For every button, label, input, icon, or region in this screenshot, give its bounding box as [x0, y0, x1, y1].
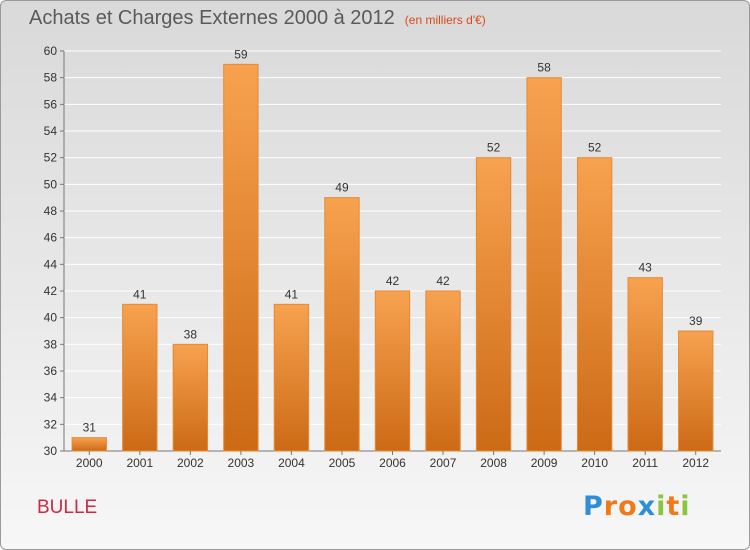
x-tick-label: 2007: [430, 456, 457, 470]
y-tick-label: 40: [44, 311, 58, 325]
bar: [526, 77, 562, 452]
x-tick-label: 2011: [632, 456, 658, 470]
proxiti-logo: Proxiti: [583, 491, 691, 522]
logo-letter: P: [583, 491, 604, 522]
bar: [475, 157, 512, 452]
place-name: BULLE: [37, 497, 98, 518]
x-tick-label: 2001: [126, 456, 153, 470]
bar: [122, 303, 158, 452]
y-tick-label: 34: [44, 391, 58, 405]
bar: [374, 290, 411, 452]
bar: [425, 290, 461, 452]
x-tick-label: 2005: [329, 456, 356, 470]
data-label: 52: [487, 141, 501, 155]
bar: [678, 330, 714, 452]
bar: [273, 303, 310, 452]
x-tick-label: 2003: [228, 456, 255, 470]
x-tick-label: 2009: [531, 456, 558, 470]
data-label: 58: [537, 61, 551, 75]
y-tick-label: 48: [44, 204, 58, 218]
y-tick-label: 60: [44, 44, 58, 58]
data-label: 41: [285, 287, 299, 301]
data-label: 59: [234, 47, 248, 61]
logo-letter: o: [618, 491, 638, 522]
y-tick-label: 32: [44, 417, 58, 431]
data-label: 38: [184, 327, 198, 341]
y-tick-label: 50: [44, 177, 58, 191]
chart-title-text: Achats et Charges Externes 2000 à 2012: [29, 7, 395, 29]
data-label: 39: [689, 314, 703, 328]
data-label: 42: [436, 274, 450, 288]
logo-letter: x: [637, 491, 657, 522]
y-tick-label: 30: [44, 444, 58, 458]
y-tick-label: 58: [44, 71, 58, 85]
bar: [576, 157, 613, 452]
logo-letter: i: [680, 491, 691, 522]
data-label: 43: [639, 261, 653, 275]
data-label: 52: [588, 141, 602, 155]
x-tick-label: 2010: [581, 456, 608, 470]
x-tick-label: 2012: [682, 456, 709, 470]
bar: [223, 63, 259, 452]
data-label: 31: [83, 421, 97, 435]
chart-subtitle: (en milliers d'€): [404, 13, 486, 27]
logo-letter: r: [603, 491, 619, 522]
bar: [627, 277, 663, 452]
x-tick-label: 2000: [76, 456, 103, 470]
bar: [172, 343, 209, 452]
x-tick-label: 2006: [379, 456, 406, 470]
x-tick-label: 2008: [480, 456, 507, 470]
logo-letter: i: [656, 491, 667, 522]
data-label: 42: [386, 274, 400, 288]
bar: [324, 197, 360, 452]
y-tick-label: 42: [44, 284, 58, 298]
y-tick-label: 36: [44, 364, 58, 378]
y-tick-label: 52: [44, 151, 58, 165]
bar: [71, 437, 107, 452]
y-tick-label: 38: [44, 337, 58, 351]
y-tick-label: 56: [44, 97, 58, 111]
y-tick-label: 54: [44, 124, 58, 138]
data-label: 41: [133, 287, 147, 301]
y-tick-label: 44: [44, 257, 58, 271]
chart-title: Achats et Charges Externes 2000 à 2012 (e…: [29, 7, 486, 30]
y-tick-label: 46: [44, 231, 58, 245]
x-tick-label: 2002: [177, 456, 204, 470]
x-tick-label: 2004: [278, 456, 305, 470]
logo-letter: t: [666, 491, 681, 522]
data-label: 49: [335, 181, 349, 195]
